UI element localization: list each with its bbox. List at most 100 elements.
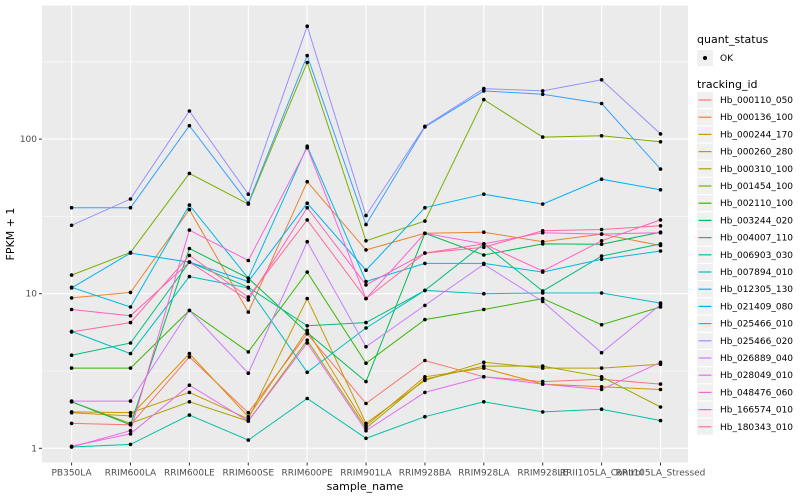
- data-point: [423, 219, 427, 223]
- data-point: [364, 326, 368, 330]
- y-tick-label: 1: [31, 444, 37, 454]
- data-point: [540, 410, 545, 414]
- data-point: [482, 360, 486, 365]
- data-point: [246, 350, 251, 354]
- data-point: [128, 351, 133, 356]
- data-point: [187, 171, 192, 176]
- data-point: [482, 375, 486, 379]
- data-point: [658, 418, 663, 423]
- axis-ticks: 1 10 100 PB350LA RRIM600LA RRIM600LE RRIM600SE…: [20, 135, 706, 478]
- data-point: [599, 134, 604, 138]
- data-point: [423, 231, 427, 236]
- data-point: [246, 192, 251, 196]
- legend-item-label: Hb_012305_130: [720, 285, 793, 295]
- data-point: [599, 177, 604, 181]
- data-point: [128, 205, 133, 210]
- data-point: [305, 370, 310, 375]
- data-point: [423, 303, 427, 308]
- data-point: [540, 229, 545, 233]
- legend-item-label: Hb_006903_030: [720, 251, 793, 261]
- data-point: [69, 353, 74, 358]
- data-point: [658, 188, 663, 192]
- data-point: [364, 428, 368, 433]
- data-point: [69, 307, 74, 312]
- x-tick-label: RRIM928LA: [458, 469, 510, 479]
- data-point: [128, 414, 133, 418]
- data-point: [482, 400, 486, 404]
- data-point: [364, 421, 368, 426]
- legend-label-ok: OK: [720, 54, 734, 64]
- data-point: [246, 258, 251, 263]
- data-point: [187, 274, 192, 279]
- data-point: [305, 239, 310, 244]
- data-point: [187, 260, 192, 264]
- legend-item-label: Hb_025466_010: [720, 320, 793, 330]
- data-point: [128, 399, 133, 403]
- data-point: [482, 230, 486, 234]
- data-point: [423, 390, 427, 395]
- legend-item-Hb_000310_100: Hb_000310_100: [697, 160, 793, 177]
- data-point: [128, 314, 133, 318]
- data-point: [599, 291, 604, 295]
- x-tick-label: RRIM928BA: [399, 469, 452, 479]
- legend-item-label: Hb_000136_100: [720, 113, 793, 123]
- data-point: [69, 410, 74, 414]
- data-point: [540, 291, 545, 295]
- data-point: [540, 382, 545, 386]
- data-point: [128, 428, 133, 433]
- legend: quant_status OK tracking_id Hb_000110_05…: [697, 33, 793, 435]
- data-point: [246, 295, 251, 299]
- data-point: [305, 60, 310, 65]
- data-point: [246, 410, 251, 415]
- data-point: [482, 242, 486, 246]
- data-point: [364, 379, 368, 384]
- data-point: [540, 242, 545, 246]
- data-point: [246, 298, 251, 302]
- legend-item-label: Hb_004007_110: [720, 234, 793, 244]
- data-point: [187, 246, 192, 251]
- data-point: [482, 291, 486, 296]
- legend-item-label: Hb_021409_080: [720, 302, 793, 312]
- x-tick-label: RRIM600LE: [164, 469, 215, 479]
- data-point: [540, 202, 545, 206]
- x-axis-title: sample_name: [327, 480, 404, 493]
- data-point: [128, 442, 133, 447]
- legend-title-quant-status: quant_status: [697, 33, 769, 46]
- data-point: [364, 268, 368, 273]
- legend-item-label: Hb_001454_100: [720, 182, 793, 192]
- y-tick-label: 100: [20, 135, 37, 145]
- data-point: [599, 78, 604, 82]
- legend-item-Hb_025466_010: Hb_025466_010: [697, 315, 793, 332]
- data-point: [540, 299, 545, 304]
- data-point: [69, 296, 74, 300]
- data-point: [128, 251, 133, 255]
- data-point: [305, 218, 310, 222]
- data-point: [246, 276, 251, 281]
- data-point: [128, 305, 133, 309]
- data-point: [364, 320, 368, 325]
- x-tick-label: RRIM600SE: [223, 469, 275, 479]
- legend-item-label: Hb_000310_100: [720, 165, 793, 175]
- data-point: [423, 414, 427, 419]
- data-point: [187, 355, 192, 359]
- data-point: [482, 307, 486, 312]
- legend-item-label: Hb_000244_170: [720, 130, 793, 140]
- legend-item-Hb_000136_100: Hb_000136_100: [697, 109, 793, 126]
- data-point: [246, 438, 251, 442]
- data-point: [423, 261, 427, 266]
- data-point: [658, 382, 663, 386]
- data-point: [187, 400, 192, 404]
- legend-item-Hb_006903_030: Hb_006903_030: [697, 246, 793, 263]
- data-point: [305, 205, 310, 210]
- data-point: [187, 383, 192, 388]
- data-point: [187, 308, 192, 313]
- data-point: [305, 270, 310, 274]
- data-point: [246, 279, 251, 284]
- data-point: [187, 228, 192, 232]
- data-point: [305, 296, 310, 301]
- legend-item-Hb_028049_010: Hb_028049_010: [697, 367, 793, 384]
- x-tick-label: PB350LA: [52, 469, 93, 479]
- data-point: [599, 366, 604, 370]
- legend-item-label: Hb_026889_040: [720, 354, 793, 364]
